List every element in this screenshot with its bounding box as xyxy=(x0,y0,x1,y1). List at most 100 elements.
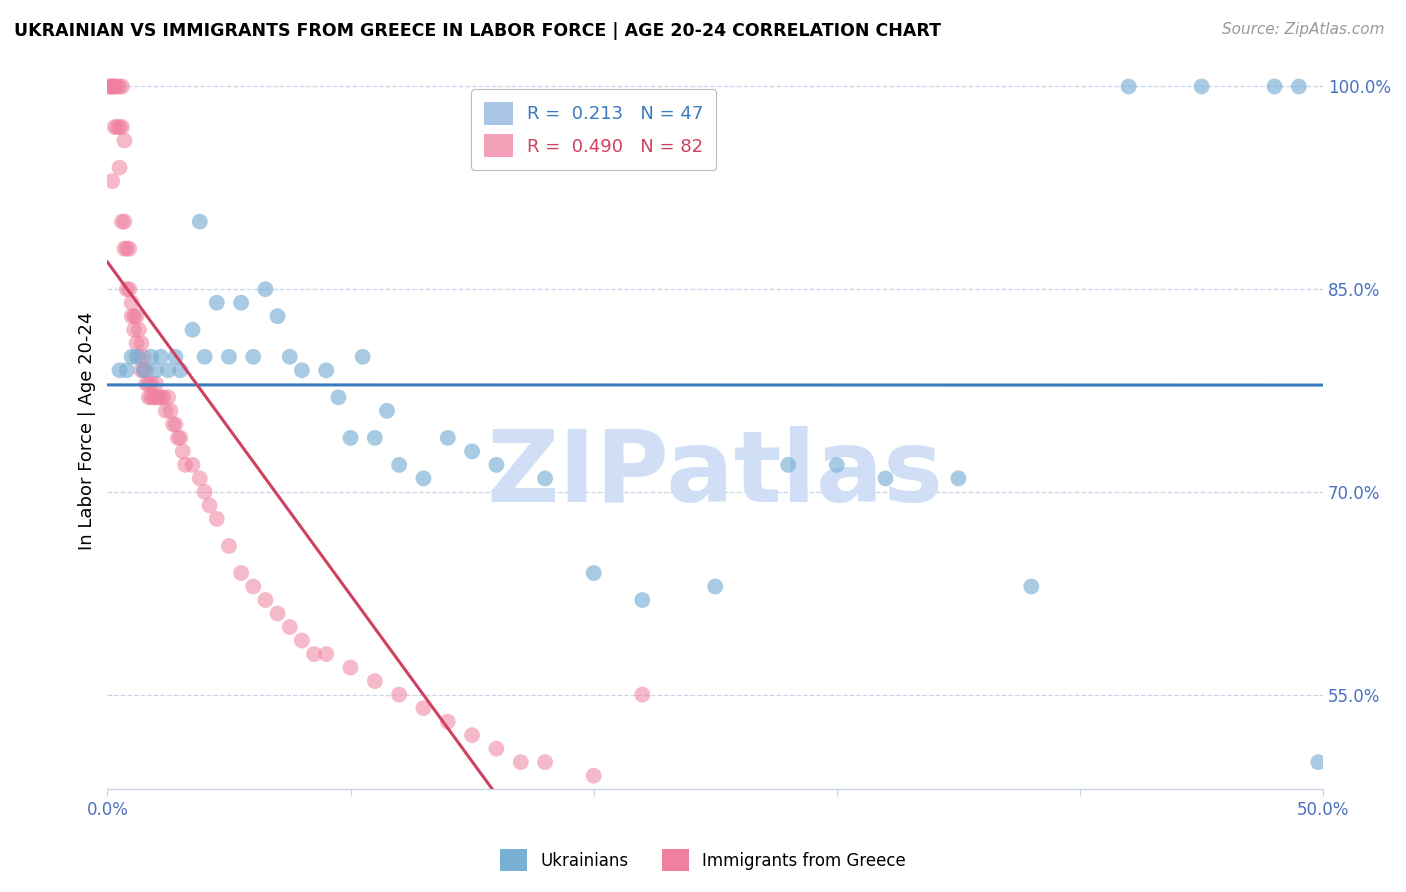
Point xyxy=(112,242,135,256)
Point xyxy=(704,580,727,594)
Point xyxy=(582,769,605,783)
Point xyxy=(149,390,172,404)
Point xyxy=(388,458,411,472)
Point xyxy=(461,728,484,742)
Point xyxy=(132,363,155,377)
Point xyxy=(172,444,194,458)
Point xyxy=(125,350,148,364)
Point xyxy=(436,714,458,729)
Point xyxy=(118,242,141,256)
Point xyxy=(159,404,181,418)
Point xyxy=(875,471,897,485)
Point xyxy=(485,741,508,756)
Point xyxy=(167,431,190,445)
Point xyxy=(128,323,150,337)
Point xyxy=(111,214,134,228)
Point xyxy=(135,363,157,377)
Point xyxy=(104,79,127,94)
Point xyxy=(1288,79,1310,94)
Point xyxy=(157,390,180,404)
Point xyxy=(131,336,153,351)
Point xyxy=(138,376,160,391)
Point xyxy=(98,79,121,94)
Point xyxy=(111,79,134,94)
Point xyxy=(188,214,211,228)
Legend: Ukrainians, Immigrants from Greece: Ukrainians, Immigrants from Greece xyxy=(492,841,914,880)
Point xyxy=(115,242,138,256)
Point xyxy=(142,390,165,404)
Point xyxy=(339,660,361,674)
Point xyxy=(461,444,484,458)
Point xyxy=(108,120,131,134)
Point xyxy=(364,674,387,689)
Point xyxy=(509,755,531,769)
Point xyxy=(149,350,172,364)
Point xyxy=(188,471,211,485)
Point xyxy=(141,350,163,364)
Point xyxy=(121,350,143,364)
Point xyxy=(375,404,398,418)
Point xyxy=(825,458,848,472)
Point xyxy=(242,350,264,364)
Point xyxy=(165,417,187,432)
Point xyxy=(218,539,240,553)
Point xyxy=(218,350,240,364)
Point xyxy=(412,471,434,485)
Point xyxy=(242,580,264,594)
Text: Source: ZipAtlas.com: Source: ZipAtlas.com xyxy=(1222,22,1385,37)
Point xyxy=(122,310,145,324)
Point xyxy=(291,633,314,648)
Point xyxy=(145,363,167,377)
Point xyxy=(148,390,170,404)
Point xyxy=(121,310,143,324)
Point xyxy=(118,282,141,296)
Point xyxy=(278,620,301,634)
Point xyxy=(141,390,163,404)
Point xyxy=(266,607,288,621)
Y-axis label: In Labor Force | Age 20-24: In Labor Force | Age 20-24 xyxy=(79,312,96,550)
Point xyxy=(131,363,153,377)
Point xyxy=(315,647,337,661)
Point xyxy=(162,417,184,432)
Legend: R =  0.213   N = 47, R =  0.490   N = 82: R = 0.213 N = 47, R = 0.490 N = 82 xyxy=(471,89,716,169)
Point xyxy=(278,350,301,364)
Point xyxy=(101,79,124,94)
Point xyxy=(291,363,314,377)
Point xyxy=(121,295,143,310)
Point xyxy=(104,79,127,94)
Point xyxy=(181,323,204,337)
Point xyxy=(108,363,131,377)
Point xyxy=(534,755,557,769)
Point xyxy=(105,120,128,134)
Point xyxy=(108,79,131,94)
Point xyxy=(115,363,138,377)
Point xyxy=(948,471,970,485)
Point xyxy=(436,431,458,445)
Point xyxy=(229,295,252,310)
Point xyxy=(174,458,197,472)
Point xyxy=(302,647,325,661)
Point xyxy=(328,390,350,404)
Point xyxy=(112,134,135,148)
Point xyxy=(229,566,252,580)
Point xyxy=(145,390,167,404)
Point xyxy=(582,566,605,580)
Point xyxy=(194,350,217,364)
Point xyxy=(101,174,124,188)
Point xyxy=(315,363,337,377)
Point xyxy=(485,458,508,472)
Point xyxy=(125,336,148,351)
Point xyxy=(135,376,157,391)
Point xyxy=(364,431,387,445)
Point xyxy=(352,350,374,364)
Point xyxy=(534,471,557,485)
Point xyxy=(101,79,124,94)
Point xyxy=(194,484,217,499)
Point xyxy=(104,120,127,134)
Point xyxy=(122,323,145,337)
Point xyxy=(155,404,177,418)
Point xyxy=(631,593,654,607)
Point xyxy=(339,431,361,445)
Point xyxy=(412,701,434,715)
Point xyxy=(1021,580,1043,594)
